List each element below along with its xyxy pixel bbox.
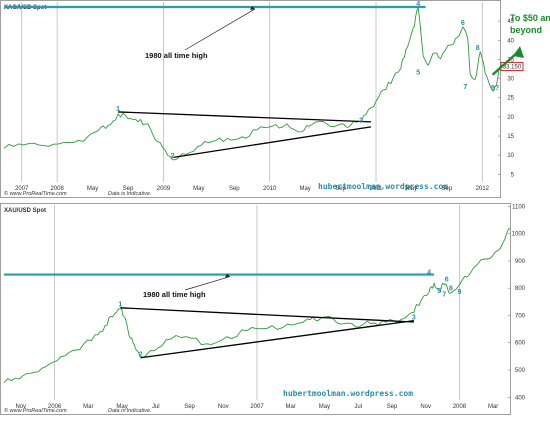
gold-wave-label: 8 (449, 285, 453, 292)
silver-y-tick-label: 5 (511, 172, 515, 178)
silver-ath-arrow (184, 8, 256, 51)
silver-footer-note: Data is Indicative. (108, 191, 151, 197)
silver-y-tick-label: 10 (507, 153, 514, 159)
silver-y-tick-label: 45 (507, 19, 514, 25)
silver-x-tick-label: 2009 (157, 186, 171, 192)
silver-wave-label: 2 (171, 153, 175, 160)
silver-y-tick-label: 40 (507, 38, 514, 44)
gold-x-tick-label: 2007 (250, 404, 264, 410)
silver-y-tick-label: 15 (507, 134, 514, 140)
silver-footer-source: © www.ProRealTime.com (4, 190, 67, 197)
silver-target-label-line2: beyond (510, 25, 542, 35)
gold-wave-label: 4 (427, 270, 431, 277)
gold-x-tick-label: May (319, 404, 330, 410)
gold-plot-frame (0, 203, 511, 415)
silver-chart-panel: XAG/USD Spot 1980 all time high To $50 a… (0, 0, 550, 198)
gold-y-tick-label: 400 (515, 395, 526, 401)
gold-x-tick-label: Jul (152, 404, 160, 410)
gold-trend-line-lower (140, 319, 414, 359)
silver-y-tick-label: 20 (507, 115, 514, 121)
gold-x-tick-label: Nov (420, 404, 431, 410)
silver-y-tick-label: 35 (507, 57, 514, 63)
gold-x-tick-label: Mar (488, 404, 498, 410)
gold-trend-line-upper (120, 307, 414, 323)
gold-x-tick-label: Jul (354, 404, 362, 410)
gold-y-tick-label: 1000 (512, 232, 526, 238)
silver-x-tick-label: Sep (123, 186, 134, 192)
gold-chart-title: XAU/USD Spot (4, 208, 46, 214)
gold-footer-source: © www.ProRealTime.com (4, 407, 67, 414)
gold-wave-label: 1 (118, 301, 122, 308)
gold-x-tick-label: 2006 (48, 404, 62, 410)
silver-wave-label: 1 (116, 106, 120, 113)
silver-target-arrowhead (513, 46, 524, 58)
silver-x-tick-label: 2010 (263, 186, 277, 192)
gold-chart-panel: XAU/USD Spot 1980 all time high © www.Pr… (0, 203, 526, 415)
gold-x-tick-label: Sep (387, 404, 398, 410)
gold-footer-note: Data is Indicative. (108, 408, 151, 414)
gold-ath-label: 1980 all time high (143, 290, 206, 299)
gold-y-tick-label: 600 (515, 341, 526, 347)
gold-x-tick-label: Mar (83, 404, 93, 410)
silver-x-tick-label: 2007 (15, 186, 29, 192)
gold-wave-label: 6 (445, 277, 449, 284)
silver-wave-label: 6 (461, 20, 465, 27)
silver-x-tick-label: 2011 (370, 186, 384, 192)
silver-watermark: hubertmoolman.wordpress.com (318, 182, 448, 191)
silver-x-tick-label: May (406, 186, 417, 192)
gold-y-tick-label: 800 (515, 286, 526, 292)
gold-x-tick-label: Nov (218, 404, 229, 410)
gold-y-tick-label: 500 (515, 368, 526, 374)
silver-wave-label: 3 (359, 118, 363, 125)
gold-y-tick-label: 900 (515, 259, 526, 265)
silver-wave-label: 7 (463, 84, 467, 91)
gold-x-tick-label: Mar (286, 404, 296, 410)
gold-watermark: hubertmoolman.wordpress.com (283, 389, 413, 398)
gold-wave-label: 5 (437, 288, 441, 295)
silver-x-tick-label: Sep (335, 186, 346, 192)
silver-x-tick-label: Sep (442, 186, 453, 192)
silver-x-tick-label: 2012 (476, 186, 490, 192)
silver-last-price-label: 33.150 (503, 65, 522, 71)
gold-x-tick-label: 2008 (453, 404, 467, 410)
gold-ath-arrow (184, 276, 231, 291)
gold-wave-label: 2 (139, 351, 143, 358)
silver-y-tick-label: 25 (507, 96, 514, 102)
gold-wave-label: 3 (412, 314, 416, 321)
silver-target-label-line1: To $50 and (510, 13, 550, 23)
silver-x-tick-label: May (299, 186, 310, 192)
silver-wave-label: 8 (476, 45, 480, 52)
silver-x-tick-label: May (193, 186, 204, 192)
gold-x-tick-label: Nov (16, 404, 27, 410)
silver-y-tick-label: 30 (507, 77, 514, 83)
silver-trend-line-lower (172, 126, 372, 159)
gold-x-tick-label: Sep (184, 404, 195, 410)
silver-wave-label: 5 (416, 70, 420, 77)
silver-plot-frame (0, 0, 501, 198)
gold-y-tick-label: 1100 (512, 204, 526, 210)
silver-ath-label: 1980 all time high (145, 51, 208, 60)
silver-trend-line-upper (118, 111, 372, 123)
silver-x-tick-label: Sep (229, 186, 240, 192)
silver-x-tick-label: May (87, 186, 98, 192)
silver-x-tick-label: 2008 (50, 186, 64, 192)
gold-wave-label: 7 (442, 292, 446, 299)
silver-wave-label: 4 (416, 1, 420, 8)
silver-price-series (3, 7, 501, 161)
silver-wave-label: 9? (491, 85, 499, 92)
silver-ath-arrowhead (250, 5, 255, 10)
gold-price-series (3, 228, 510, 384)
gold-y-tick-label: 700 (515, 313, 526, 319)
gold-ath-arrowhead (225, 273, 230, 278)
gold-wave-label: 9 (457, 289, 461, 296)
gold-x-tick-label: May (116, 404, 127, 410)
